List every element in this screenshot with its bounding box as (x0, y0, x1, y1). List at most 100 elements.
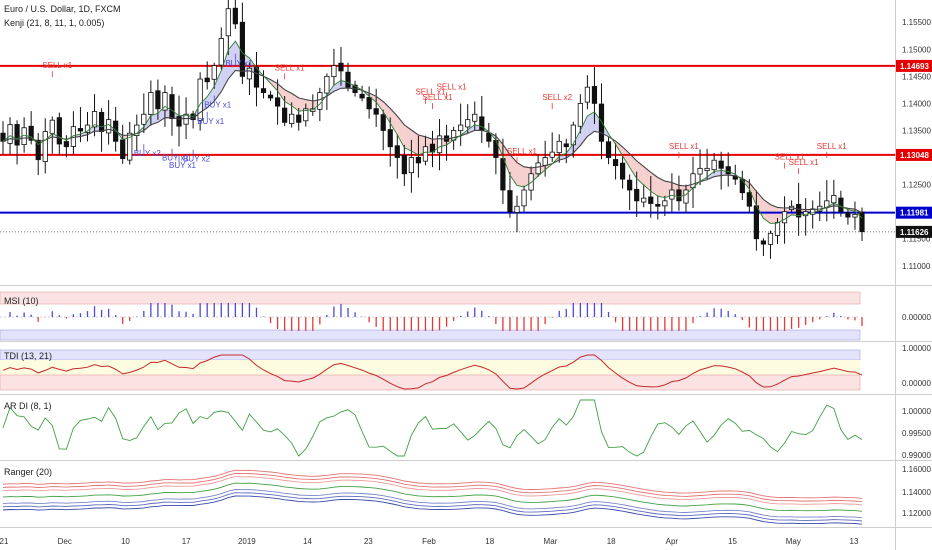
candle-up (831, 195, 837, 204)
x-tick-label: 15 (728, 537, 737, 546)
cloud-bear-segment (397, 116, 405, 148)
y-tick-label: 1.16000 (902, 465, 931, 474)
tdi-title: TDI (13, 21) (4, 351, 52, 361)
cloud-bear-segment (376, 96, 384, 112)
cloud-bear-segment (369, 93, 377, 103)
price-tag-label: 1.14693 (900, 62, 929, 71)
cloud-bear-segment (390, 108, 398, 135)
price-tag-label: 1.11981 (900, 209, 929, 218)
buy-signal-label: BUY x1 (169, 161, 197, 170)
sell-signal-label: SELL x1 (42, 61, 72, 70)
price-tag (896, 148, 932, 161)
candle-up (183, 113, 189, 125)
candle-down (267, 94, 274, 99)
ardi-title: AR DI (8, 1) (4, 401, 52, 411)
candle-up (697, 167, 703, 175)
price-tag-label: 1.13048 (900, 151, 929, 160)
candle-up (148, 92, 154, 115)
candle-down (605, 141, 612, 158)
sell-signal-label: SELL x1 (775, 153, 805, 162)
cloud-bull-segment (143, 115, 151, 131)
cloud-bear-segment (770, 204, 778, 224)
candle-up (683, 189, 689, 204)
msi-upper-band (0, 291, 861, 305)
candle-down (620, 162, 626, 180)
buy-signal-label: BUY x1 (225, 59, 253, 68)
candle-up (127, 132, 133, 161)
y-tick-label: 1.13500 (902, 126, 931, 135)
buy-signal-label: BUY x2 (183, 155, 211, 164)
x-tick-label: Apr (666, 537, 679, 546)
x-tick-label: 17 (182, 537, 191, 546)
candle-up (141, 113, 147, 125)
ranger-band (2, 482, 863, 512)
cloud-bear-segment (404, 124, 412, 152)
ranger-title: Ranger (20) (4, 467, 52, 477)
candle-up (690, 173, 696, 189)
candle-down (366, 97, 372, 110)
candle-down (56, 117, 62, 145)
candle-up (458, 124, 464, 132)
cloud-bear-segment (749, 182, 757, 206)
candle-up (774, 222, 781, 236)
cloud-bear-segment (298, 97, 306, 112)
candle-down (63, 141, 69, 148)
candle-down (859, 211, 865, 233)
candle-down (14, 124, 20, 146)
y-tick-label: 1.00000 (902, 344, 931, 353)
candle-down (380, 114, 386, 131)
tdi-line (2, 354, 863, 390)
candle-up (472, 113, 478, 122)
buy-signal-label: BUY x1 (162, 154, 190, 163)
candle-up (641, 197, 647, 203)
cloud-bull-segment (587, 111, 595, 137)
candle-up (289, 113, 295, 124)
candle-up (317, 92, 323, 110)
symbol-title: Euro / U.S. Dollar, 1D, FXCM (4, 4, 121, 14)
cloud-bear-segment (270, 79, 278, 91)
candle-down (176, 116, 182, 127)
candle-down (155, 90, 161, 110)
candle-down (415, 156, 422, 164)
y-tick-label: 0.00000 (902, 379, 931, 388)
candle-down (655, 204, 661, 207)
candle-down (204, 77, 210, 83)
candle-up (852, 213, 858, 218)
candle-down (486, 132, 492, 142)
candle-up (528, 173, 534, 191)
candle-down (401, 155, 407, 175)
ranger-band (2, 492, 863, 522)
candle-down (838, 197, 844, 213)
cloud-bull-segment (573, 130, 581, 153)
cloud-bear-segment (657, 177, 665, 198)
price-tag (896, 206, 932, 219)
candle-up (704, 167, 710, 171)
candle-up (570, 124, 576, 146)
cloud-bull-segment (228, 41, 236, 79)
ranger-band (2, 469, 863, 499)
candle-down (359, 93, 365, 99)
candle-up (584, 86, 591, 103)
cloud-bear-segment (284, 89, 292, 106)
buy-signal-label: BUY x2 (134, 149, 162, 158)
sell-signal-label: SELL x1 (507, 147, 537, 156)
x-tick-label: 18 (485, 537, 494, 546)
candle-down (387, 129, 393, 148)
candle-up (711, 159, 717, 171)
price-tag (896, 59, 932, 72)
y-tick-label: 0.00000 (902, 313, 931, 322)
candle-up (42, 131, 48, 162)
ranger-band (2, 476, 863, 506)
candle-down (394, 145, 400, 158)
sell-signal-label: SELL x1 (275, 63, 305, 72)
candle-down (479, 116, 485, 131)
candle-down (232, 7, 238, 25)
candle-down (98, 111, 105, 132)
indicator-title: Kenji (21, 8, 11, 1, 0.005) (4, 18, 104, 28)
candle-down (35, 139, 41, 161)
x-tick-label: 13 (850, 537, 859, 546)
candle-up (577, 103, 583, 127)
sell-signal-label: SELL x1 (669, 142, 699, 151)
candle-down (77, 128, 84, 132)
